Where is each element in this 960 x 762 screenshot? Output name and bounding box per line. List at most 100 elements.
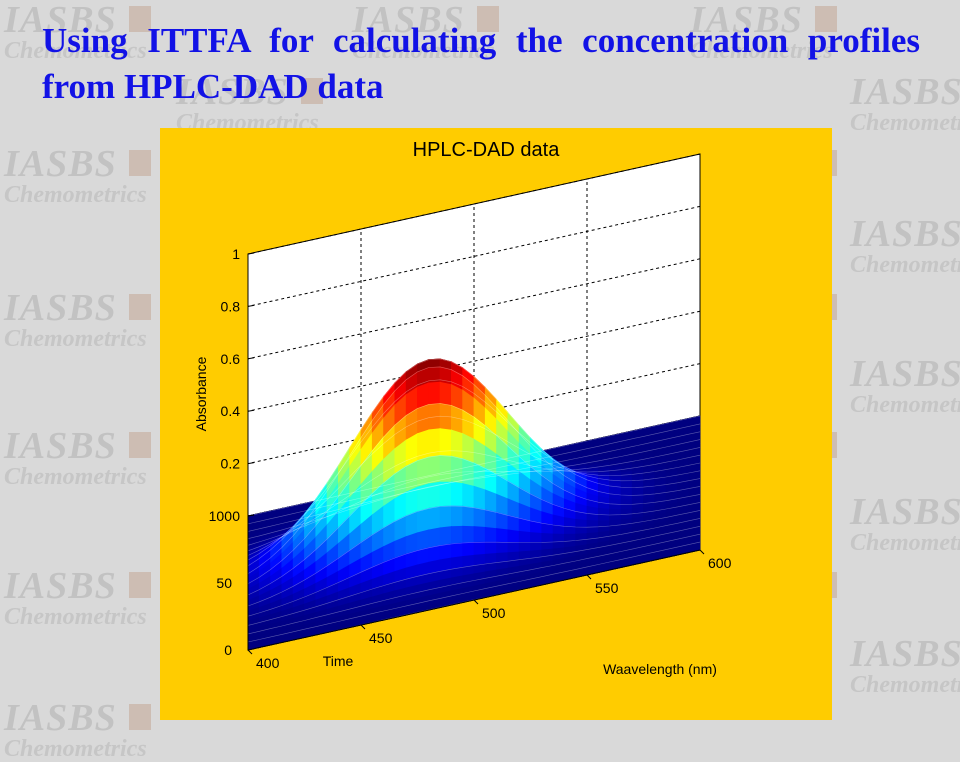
surface-cell xyxy=(597,514,611,522)
watermark-square xyxy=(129,704,151,730)
z-tick-label: 0 xyxy=(232,508,240,524)
surface-cell xyxy=(563,517,577,528)
watermark-line2: Chemometrics xyxy=(850,110,960,136)
surface-plot: 0 0.2 0.4 0.6 0.8 1 0 50 100 400 450 500 550 600 HPLC… xyxy=(193,139,732,677)
surface-cell xyxy=(530,541,543,552)
surface-cell xyxy=(462,433,475,464)
surface-mesh-line xyxy=(247,379,701,561)
surface-cell xyxy=(473,541,486,556)
watermark-line2: Chemometrics xyxy=(850,672,960,698)
surface-cell xyxy=(439,505,452,529)
x-tick xyxy=(699,549,705,555)
watermark-line1: IASBS xyxy=(352,0,465,41)
surface-cell xyxy=(473,526,486,543)
surface-cell xyxy=(473,485,486,511)
surface-cell xyxy=(620,499,633,505)
z-axis-label: Absorbance xyxy=(193,356,209,431)
surface-cell xyxy=(450,542,464,559)
z-tick xyxy=(247,252,255,255)
surface-cell xyxy=(450,525,464,545)
surface-mesh-line xyxy=(247,541,701,643)
y-tick-label: 0 xyxy=(224,642,232,658)
x-tick-label: 450 xyxy=(369,630,393,646)
surface-cell xyxy=(518,542,531,553)
surface-cell xyxy=(575,526,588,535)
surface-cell xyxy=(428,358,441,368)
surface-mesh-line xyxy=(247,415,701,517)
y-axis-label: Time xyxy=(323,653,354,669)
watermark-line2: Chemometrics xyxy=(4,604,147,630)
surface-cell xyxy=(496,541,509,554)
surface-cell xyxy=(417,403,430,435)
watermark-square xyxy=(129,294,151,320)
surface-mesh-line xyxy=(247,423,701,525)
surface-cell xyxy=(620,477,633,482)
surface-cell xyxy=(597,507,611,516)
surface-cell xyxy=(484,509,498,530)
surface-mesh-line xyxy=(247,431,701,532)
surface-cell xyxy=(462,458,475,487)
x-tick xyxy=(360,624,366,630)
watermark-line1: IASBS xyxy=(850,71,960,113)
surface-cell xyxy=(450,505,464,528)
y-tick-label: 100 xyxy=(209,508,233,524)
watermark-line1: IASBS xyxy=(4,0,117,41)
x-tick-label: 400 xyxy=(256,655,280,671)
surface-cell xyxy=(428,506,441,531)
watermark-square xyxy=(129,432,151,458)
surface-mesh-line xyxy=(247,415,701,556)
surface-cell xyxy=(462,483,475,509)
watermark-line1: IASBS xyxy=(850,633,960,675)
x-tick-label: 500 xyxy=(482,605,506,621)
surface-mesh-line xyxy=(247,455,701,596)
watermark-square xyxy=(815,6,837,32)
watermark-line1: IASBS xyxy=(4,565,117,607)
surface-mesh-line xyxy=(247,526,701,626)
surface-cell xyxy=(462,541,475,557)
surface-cell xyxy=(609,503,622,510)
surface-cell xyxy=(496,528,509,543)
z-tick-label: 0.6 xyxy=(221,351,241,367)
surface-cell xyxy=(450,481,464,507)
surface-mesh-line xyxy=(247,366,701,575)
watermark-square xyxy=(129,6,151,32)
surface-cell xyxy=(563,525,577,535)
watermark-line2: Chemometrics xyxy=(850,252,960,278)
watermark-line2: Chemometrics xyxy=(352,38,495,64)
watermark-square xyxy=(129,150,151,176)
watermark-line1: IASBS xyxy=(690,0,803,41)
watermark-line2: Chemometrics xyxy=(4,736,147,762)
surface-cell xyxy=(428,455,441,485)
slide-title: Using ITTFA for calculating the concentr… xyxy=(42,21,920,106)
surface-cell xyxy=(586,519,599,528)
watermark-line1: IASBS xyxy=(850,491,960,533)
surface-cell xyxy=(428,545,441,563)
surface-mesh-line xyxy=(247,450,701,552)
x-tick-label: 550 xyxy=(595,580,619,596)
chart-title: HPLC-DAD data xyxy=(413,139,561,161)
z-tick-label: 0.8 xyxy=(221,298,241,314)
watermark-line1: IASBS xyxy=(850,213,960,255)
z-tick xyxy=(247,462,255,465)
surface-cell xyxy=(620,494,633,501)
surface-cell xyxy=(439,428,452,457)
surface-mesh-line xyxy=(247,358,701,567)
watermark-line2: Chemometrics xyxy=(850,392,960,418)
x-tick xyxy=(473,599,479,605)
surface-cell xyxy=(462,505,475,528)
z-tick xyxy=(247,514,255,517)
surface-cell xyxy=(428,527,441,549)
surface-cell xyxy=(417,507,430,534)
surface-cell xyxy=(541,532,554,543)
surface-cell xyxy=(450,429,464,460)
z-tick-label: 1 xyxy=(232,246,240,262)
surface-cell xyxy=(484,541,498,555)
